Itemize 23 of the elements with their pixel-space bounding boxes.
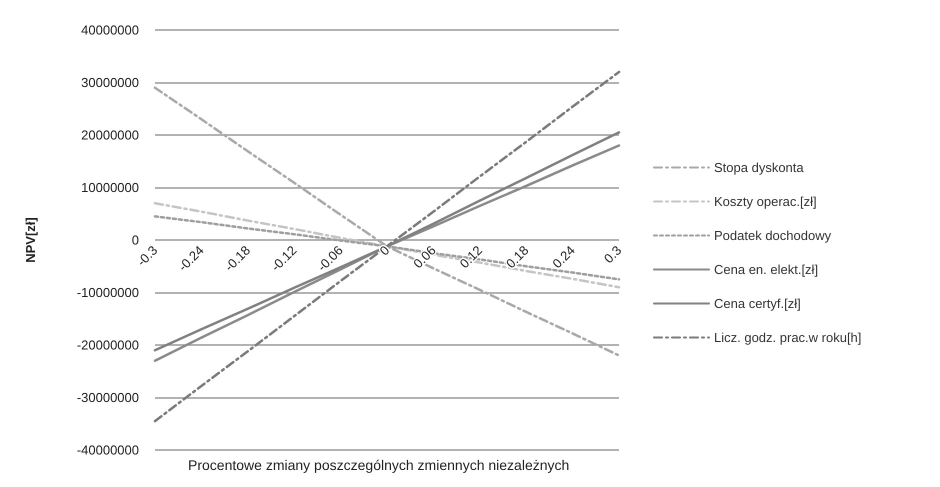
y-tick-label: 40000000 <box>81 22 139 38</box>
x-axis-title: Procentowe zmiany poszczególnych zmiennych niezależnych <box>188 457 570 473</box>
y-tick-label: -40000000 <box>76 442 139 458</box>
legend-label: Podatek dochodowy <box>714 228 832 243</box>
y-tick-label: -20000000 <box>76 338 139 352</box>
y-tick-label: 0 <box>132 232 139 248</box>
y-tick-label: 30000000 <box>81 75 139 90</box>
y-tick-label: -10000000 <box>76 285 139 300</box>
y-tick-label: 20000000 <box>81 128 139 142</box>
x-tick-label: 0.24 <box>549 242 578 272</box>
legend-label: Licz. godz. prac.w roku[h] <box>714 330 862 345</box>
x-tick-label: 0.3 <box>600 242 624 266</box>
legend-label: Cena en. elekt.[zł] <box>714 262 818 277</box>
legend-label: Koszty operac.[zł] <box>714 194 817 209</box>
y-tick-label: -30000000 <box>76 390 139 405</box>
y-axis-title: NPV[zł] <box>23 217 38 263</box>
y-tick-label: 10000000 <box>81 180 139 195</box>
legend-label: Stopa dyskonta <box>714 160 804 175</box>
x-tick-label: 0.12 <box>456 242 486 272</box>
x-tick-label: 0 <box>376 242 392 258</box>
legend-label: Cena certyf.[zł] <box>714 296 801 311</box>
x-tick-label: 0.18 <box>503 242 532 272</box>
x-tick-label: 0.06 <box>410 242 439 272</box>
